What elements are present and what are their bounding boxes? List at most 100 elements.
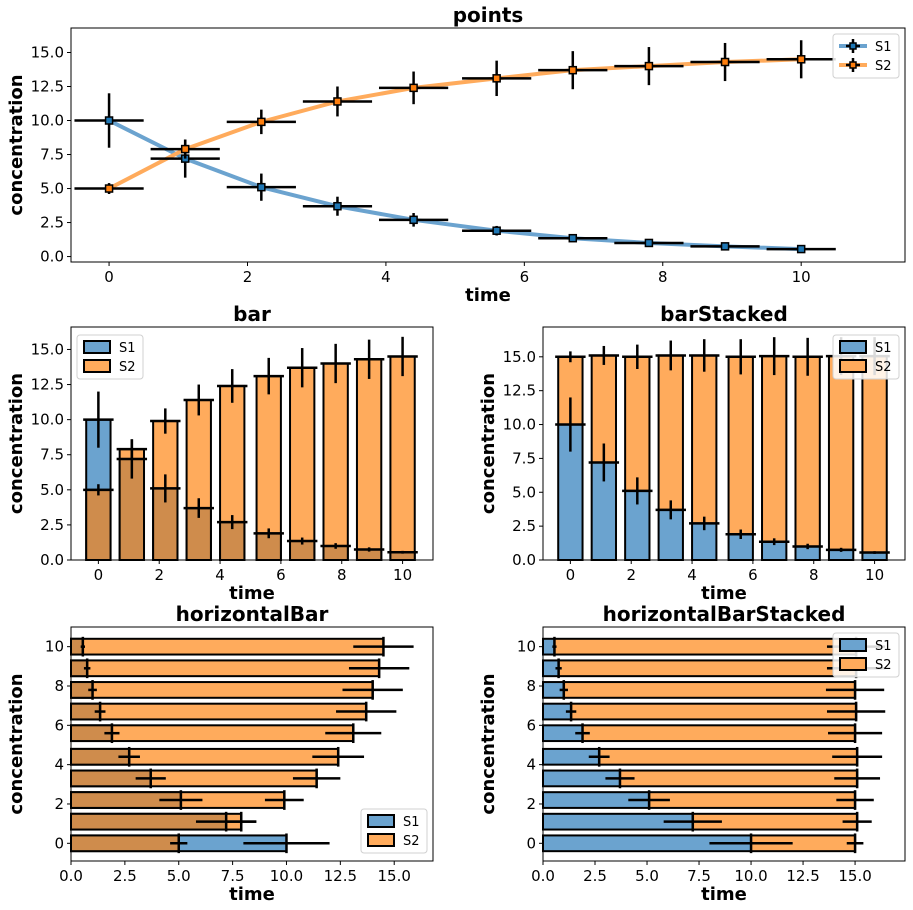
bar-S2: [861, 355, 888, 554]
data-point: [104, 116, 114, 125]
plot-frame: [70, 626, 434, 862]
data-point: [104, 184, 114, 193]
legend-label: S1: [403, 815, 420, 830]
y-tick-label: 5.0: [40, 481, 64, 499]
y-tick-label: 0.0: [512, 551, 536, 569]
y-tick-label: 15.0: [503, 348, 536, 366]
y-tick-label: 4: [526, 756, 536, 774]
plot-frame: [70, 27, 906, 263]
data-point: [796, 55, 806, 64]
data-point: [492, 74, 501, 83]
data-point: [644, 61, 654, 71]
legend-label: S2: [875, 59, 892, 74]
data-point: [257, 117, 266, 127]
data-point: [644, 238, 654, 248]
x-tick-label: 2: [626, 566, 636, 584]
x-tick-label: 2: [154, 566, 164, 584]
x-tick-label: 4: [215, 566, 225, 584]
x-axis-label: time: [229, 884, 275, 905]
legend-patch: [839, 657, 867, 671]
legend-label: S2: [119, 360, 136, 375]
x-tick-label: 8: [809, 566, 819, 584]
y-tick-label: 15.0: [31, 340, 64, 358]
data-point: [568, 233, 578, 243]
bar-S2: [657, 354, 684, 511]
y-tick-label: 2.5: [40, 214, 64, 232]
y-tick-label: 15.0: [31, 43, 64, 61]
y-tick-label: 7.5: [40, 446, 64, 464]
bar-S2: [355, 358, 383, 562]
legend-patch: [83, 340, 111, 354]
bar-S2: [570, 702, 858, 721]
bar-S2: [70, 659, 381, 678]
y-tick-label: 6: [54, 716, 64, 734]
x-tick-label: 6: [276, 566, 286, 584]
data-point: [796, 244, 806, 254]
y-tick-label: 10.0: [503, 416, 536, 434]
y-tick-label: 12.5: [503, 382, 536, 400]
x-tick-label: 5.0: [167, 867, 191, 885]
data-point: [568, 65, 578, 75]
bar-S2: [827, 355, 855, 551]
x-tick-label: 6: [748, 566, 758, 584]
bar-S2: [70, 702, 368, 721]
bar-S2: [581, 724, 857, 743]
y-tick-label: 5.0: [40, 180, 64, 198]
y-tick-label: 10: [517, 638, 536, 656]
legend-patch: [839, 638, 867, 652]
x-tick-label: 10: [792, 268, 811, 286]
y-tick-label: 2.5: [40, 516, 64, 534]
legend-patch: [367, 833, 395, 847]
x-tick-label: 2.5: [113, 867, 137, 885]
x-axis-label: time: [701, 583, 747, 604]
y-tick-label: 10.0: [31, 112, 64, 130]
data-point: [409, 215, 418, 225]
legend-label: S1: [119, 341, 136, 356]
series-line-S2: [108, 57, 802, 191]
bar-S2: [794, 355, 821, 548]
legend-patch: [839, 340, 867, 354]
plot-frame: [542, 326, 906, 561]
chart-bar: bar time concentration 0 2 4 6 8 10 0.0 2.5 5.0 7.5 1…: [6, 302, 434, 604]
x-axis-label: time: [465, 285, 511, 306]
chart-points: points time concentration 0 2 4 6 8 10 0.0 2.5 5.0 7…: [6, 3, 906, 306]
y-tick-label: 5.0: [512, 483, 536, 501]
x-tick-label: 0: [94, 566, 104, 584]
x-axis-label: time: [701, 884, 747, 905]
bar-S2: [557, 659, 858, 678]
y-axis-label: concentration: [478, 673, 499, 814]
bar-S2: [624, 355, 651, 492]
legend-patch: [83, 359, 111, 373]
x-tick-label: 10.0: [270, 867, 303, 885]
bar-S2: [322, 362, 349, 562]
bar-S2: [727, 355, 754, 536]
legend-label: S1: [875, 341, 892, 356]
series-line-S1: [108, 118, 802, 252]
legend-label: S2: [875, 658, 892, 673]
y-tick-label: 10: [45, 638, 64, 656]
chart-barStacked: barStacked time concentration 0 2 4 6 8 10 0.0 2.5…: [478, 302, 906, 604]
bar-S2: [618, 769, 859, 788]
bar-S2: [562, 681, 857, 699]
y-axis-label: concentration: [6, 74, 27, 215]
bar-S2: [289, 366, 316, 562]
y-axis-label: concentration: [478, 373, 499, 514]
data-point: [720, 242, 730, 251]
x-tick-label: 10: [865, 566, 884, 584]
data-point: [492, 226, 501, 235]
x-tick-label: 7.5: [687, 867, 711, 885]
x-tick-label: 4: [687, 566, 697, 584]
legend-label: S2: [875, 360, 892, 375]
x-tick-label: 12.5: [324, 867, 357, 885]
y-axis-label: concentration: [6, 373, 27, 514]
y-tick-label: 0.0: [40, 248, 64, 266]
y-tick-label: 2: [54, 795, 64, 813]
chart-horizontalBarStacked: horizontalBarStacked time concentration 0.0…: [478, 602, 906, 905]
y-tick-label: 4: [54, 756, 64, 774]
x-tick-label: 8: [658, 268, 668, 286]
plot-frame: [542, 626, 906, 862]
